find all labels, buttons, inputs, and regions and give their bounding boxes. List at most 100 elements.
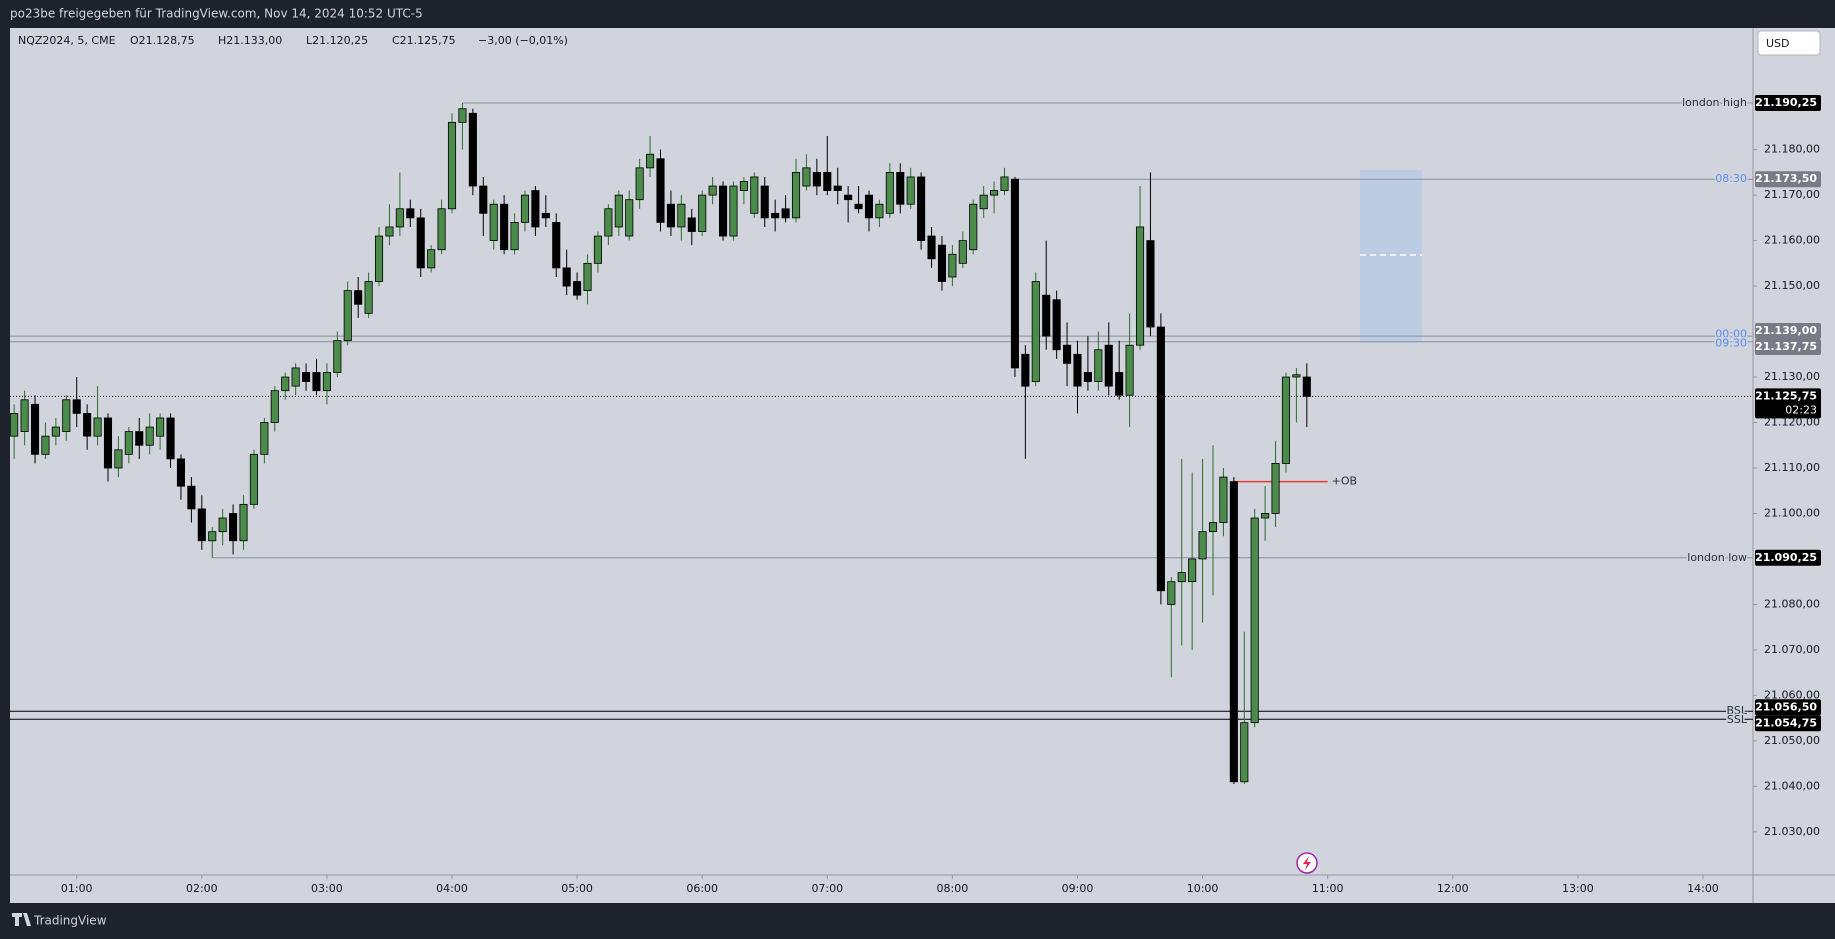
- x-tick-label: 11:00: [1312, 882, 1344, 895]
- candle-body: [541, 212, 550, 219]
- candle-body: [395, 208, 404, 228]
- candle-body: [468, 112, 477, 187]
- change-value: −3,00 (−0,01%): [478, 34, 568, 47]
- candle-body: [969, 203, 978, 251]
- candle-body: [666, 203, 675, 228]
- price-badge: [1755, 715, 1821, 732]
- candle-body: [1073, 353, 1082, 387]
- candle-body: [197, 508, 206, 542]
- candle-body: [260, 422, 269, 455]
- candle-body: [385, 226, 394, 237]
- y-tick-label: 21.180,00: [1764, 143, 1820, 156]
- candle-body: [1229, 481, 1238, 783]
- candle-body: [1156, 326, 1165, 592]
- bottom-bar: [0, 903, 1835, 939]
- candle-body: [937, 244, 947, 282]
- candle-body: [1188, 558, 1197, 583]
- annotation-label: +OB: [1332, 475, 1357, 488]
- y-tick-label: 21.100,00: [1764, 506, 1820, 519]
- candle-body: [573, 281, 582, 296]
- y-tick-label: 21.150,00: [1764, 279, 1820, 292]
- top-bar: [0, 0, 1835, 28]
- y-tick-label: 21.050,00: [1764, 734, 1820, 747]
- candle-body: [166, 417, 175, 460]
- currency-button[interactable]: [1757, 30, 1821, 56]
- candle-body: [374, 235, 384, 282]
- candle-body: [771, 212, 780, 219]
- brand: TradingView: [33, 914, 107, 928]
- y-tick-label: 21.030,00: [1764, 825, 1820, 838]
- candle-body: [333, 340, 342, 373]
- candle-body: [291, 367, 300, 387]
- candle-body: [927, 235, 936, 260]
- candle-body: [739, 181, 748, 191]
- candle-body: [229, 513, 238, 542]
- candle-body: [83, 413, 92, 437]
- candle-body: [1240, 722, 1249, 783]
- candle-body: [187, 485, 196, 510]
- y-tick-label: 21.160,00: [1764, 234, 1820, 247]
- candle-body: [687, 217, 696, 232]
- price-badge-label: 21.173,50: [1755, 172, 1817, 185]
- price-badge: [1755, 549, 1821, 566]
- y-tick-label: 21.040,00: [1764, 779, 1820, 792]
- level-label: london low: [1687, 551, 1747, 564]
- high-value: H21.133,00: [218, 34, 282, 47]
- price-badge-label: 21.056,50: [1755, 700, 1817, 713]
- x-tick-label: 04:00: [436, 882, 468, 895]
- candle-body: [1261, 513, 1270, 519]
- candle-body: [520, 194, 530, 223]
- candle-body: [531, 190, 540, 228]
- candle-body: [281, 376, 290, 392]
- candle-body: [41, 435, 50, 455]
- currency[interactable]: USD: [1766, 37, 1790, 50]
- symbol-line: NQZ2024, 5, CME O21.128,75 H21.133,00 L2…: [18, 34, 568, 47]
- candle-body: [760, 185, 769, 219]
- candle-body: [427, 249, 436, 269]
- candle-body: [489, 203, 498, 242]
- candle-body: [1000, 176, 1009, 191]
- open-value: O21.128,75: [130, 34, 195, 47]
- candle-body: [1281, 376, 1291, 464]
- candle-body: [593, 235, 602, 264]
- countdown: 02:23: [1785, 403, 1817, 416]
- candle-body: [656, 158, 665, 223]
- candle-body: [1198, 531, 1207, 560]
- candle-body: [979, 194, 988, 210]
- candle-body: [354, 290, 363, 305]
- candle-body: [312, 372, 321, 392]
- candle-body: [833, 185, 842, 191]
- candle-body: [635, 167, 644, 201]
- candle-body: [614, 194, 623, 228]
- candle-body: [103, 417, 113, 469]
- y-tick-label: 21.120,00: [1764, 416, 1820, 429]
- candle-body: [896, 171, 905, 205]
- candle-body: [510, 222, 519, 251]
- candle-body: [249, 453, 258, 505]
- y-tick-label: 21.110,00: [1764, 461, 1820, 474]
- candle-body: [562, 267, 571, 287]
- candle-body: [1292, 374, 1301, 378]
- price-badge: [1755, 699, 1821, 716]
- candle-body: [1135, 226, 1145, 346]
- y-tick-label: 21.060,00: [1764, 688, 1820, 701]
- symbol: NQZ2024, 5, CME: [18, 34, 116, 47]
- candle-body: [708, 185, 717, 196]
- candle-body: [30, 403, 40, 455]
- candle-body: [93, 417, 102, 437]
- candle-body: [1052, 299, 1061, 351]
- candle-body: [1021, 353, 1030, 387]
- candle-body: [479, 185, 488, 214]
- candle-body: [625, 199, 634, 237]
- level-label: BSL: [1727, 704, 1748, 717]
- price-badge-label: 21.090,25: [1755, 551, 1817, 564]
- price-badge-label: 21.054,75: [1755, 716, 1817, 729]
- candle-body: [864, 194, 874, 219]
- candle-body: [823, 171, 832, 191]
- brand-logo: [12, 913, 31, 926]
- x-tick-label: 05:00: [561, 882, 593, 895]
- x-tick-label: 12:00: [1437, 882, 1469, 895]
- candle-body: [270, 390, 279, 423]
- candle-body: [1063, 344, 1072, 364]
- candle-body: [1177, 572, 1186, 583]
